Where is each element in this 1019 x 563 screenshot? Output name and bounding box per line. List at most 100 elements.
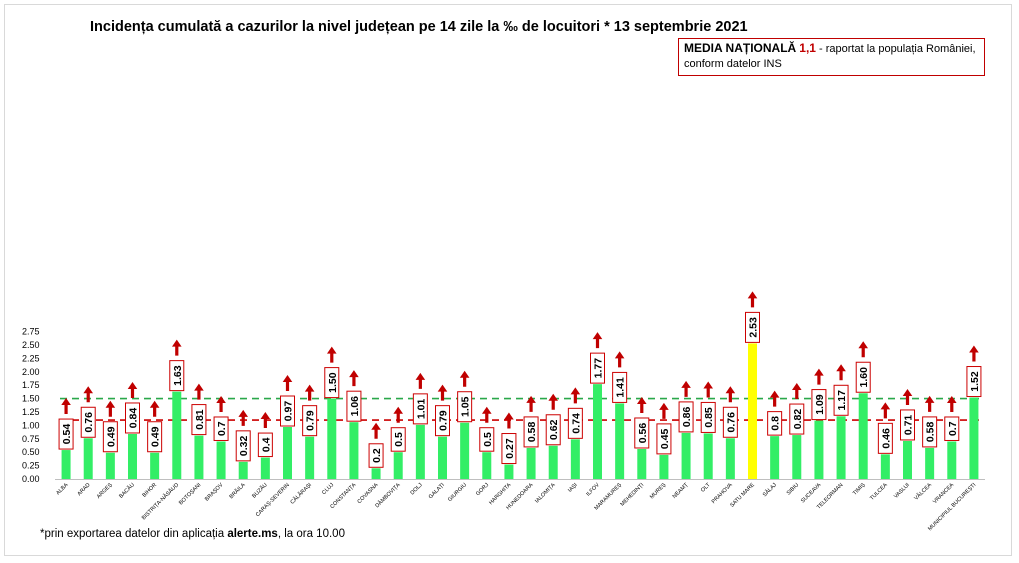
- bar: [836, 416, 846, 479]
- footnote-pre: *prin exportarea datelor din aplicația: [40, 528, 228, 540]
- x-tick-label: BRĂILA: [228, 481, 247, 500]
- trend-up-arrow-icon: [902, 388, 913, 405]
- x-tick-label: BACĂU: [118, 481, 136, 499]
- data-label: 0.56: [637, 423, 649, 444]
- data-label-box: [302, 405, 318, 437]
- data-label: 0.54: [61, 424, 73, 445]
- trend-up-arrow-icon: [570, 387, 581, 404]
- bar: [858, 393, 868, 479]
- bar: [150, 452, 160, 479]
- x-tick-label: IAȘI: [567, 482, 579, 494]
- bar: [460, 422, 470, 479]
- x-tick-label: VRANCEA: [932, 482, 955, 505]
- data-label-box: [656, 423, 672, 455]
- x-tick-label: IALOMIȚA: [534, 482, 557, 505]
- arrow-shape: [171, 339, 182, 356]
- trend-up-arrow-icon: [349, 370, 359, 387]
- y-tick-label: 2.25: [22, 353, 40, 363]
- data-label-box: [678, 401, 694, 433]
- trend-up-arrow-icon: [171, 339, 182, 356]
- arrow-shape: [880, 402, 891, 419]
- trend-up-arrow-icon: [836, 364, 846, 381]
- data-label: 1.50: [327, 372, 339, 393]
- x-tick-label: SIBIU: [786, 482, 800, 496]
- arrow-shape: [371, 422, 381, 439]
- data-label-box: [280, 395, 295, 427]
- x-tick-label: TIMIȘ: [852, 482, 867, 497]
- data-label: 0.76: [83, 412, 95, 433]
- bar: [216, 441, 226, 479]
- data-label-box: [877, 422, 893, 454]
- bar: [438, 436, 447, 479]
- trend-up-arrow-icon: [437, 384, 448, 401]
- data-label-box: [612, 371, 628, 403]
- arrow-shape: [61, 398, 71, 415]
- arrow-shape: [504, 412, 514, 429]
- x-tick-label: ALBA: [55, 482, 69, 496]
- bar: [969, 397, 979, 479]
- data-label: 1.41: [615, 377, 627, 398]
- data-label-box: [213, 416, 229, 441]
- y-axis: 0.00 0.25 0.50 0.75 1.00 1.25 1.50 1.75 2.00 2.25…: [22, 327, 40, 484]
- data-label-box: [745, 311, 760, 343]
- data-label: 0.5: [393, 432, 405, 447]
- trend-up-arrow-icon: [216, 395, 226, 412]
- trend-up-arrow-icon: [504, 412, 514, 429]
- data-label: 0.49: [150, 426, 162, 447]
- data-label-box: [501, 433, 517, 465]
- x-axis: ALBA ARAD ARGEȘ BACĂU BIHORBISTRIȚA-NĂSĂUDBO…: [55, 479, 985, 532]
- y-tick-label: 1.50: [22, 394, 40, 404]
- trend-up-arrow-icon: [371, 422, 381, 439]
- arrow-shape: [681, 380, 691, 397]
- bar: [172, 391, 182, 479]
- bar: [415, 424, 425, 479]
- arrow-shape: [791, 383, 802, 400]
- x-tick-label: PRAHOVA: [711, 482, 734, 505]
- bar: [792, 435, 802, 479]
- arrow-shape: [858, 341, 869, 358]
- national-average-description: - raportat la populația României, confor…: [684, 43, 976, 70]
- arrow-shape: [836, 364, 846, 381]
- data-label: 0.74: [570, 413, 582, 434]
- trend-up-arrow-icon: [393, 406, 404, 423]
- bar: [748, 343, 757, 479]
- x-tick-label: SĂLAJ: [761, 481, 778, 498]
- trend-up-arrow-icon: [194, 383, 204, 400]
- arrow-shape: [902, 388, 913, 405]
- data-label-box: [944, 416, 960, 441]
- data-label-box: [368, 443, 384, 468]
- bar: [128, 433, 137, 479]
- bar: [659, 454, 669, 479]
- footnote-post: , la ora 10.00: [277, 528, 345, 540]
- x-tick-label: BUZĂU: [251, 481, 269, 499]
- footnote-app: alerte.ms: [227, 528, 278, 540]
- data-label-box: [634, 417, 650, 449]
- trend-up-arrow-icon: [526, 395, 536, 412]
- bar: [349, 422, 359, 479]
- trend-up-arrow-icon: [260, 412, 271, 429]
- data-label: 1.63: [172, 365, 184, 386]
- data-labels: 0.54 0.76 0.49 0.84 0.49 1.63 0.81 0.7 0.32 0.4 0.…: [58, 311, 982, 468]
- arrow-shape: [415, 372, 426, 389]
- x-tick-label: BIHOR: [141, 482, 158, 499]
- data-label-box: [147, 421, 163, 453]
- bar: [83, 438, 93, 479]
- trend-up-arrow-icon: [282, 375, 293, 392]
- data-label: 1.09: [814, 394, 826, 415]
- bar: [703, 433, 713, 479]
- bar: [371, 468, 381, 479]
- data-label: 0.86: [681, 407, 693, 428]
- trend-up-arrow-icon: [83, 386, 94, 403]
- data-label: 0.45: [659, 429, 671, 450]
- arrow-shape: [127, 381, 138, 398]
- arrow-shape: [725, 386, 736, 403]
- y-tick-label: 0.00: [22, 474, 40, 484]
- trend-up-arrow-icon: [304, 384, 315, 401]
- x-tick-label: CĂLĂRAȘI: [289, 481, 314, 506]
- data-label: 0.84: [128, 408, 140, 429]
- x-tick-label: MUREȘ: [649, 482, 668, 501]
- arrow-shape: [969, 345, 979, 362]
- bars: [61, 343, 979, 479]
- arrow-shape: [636, 396, 647, 413]
